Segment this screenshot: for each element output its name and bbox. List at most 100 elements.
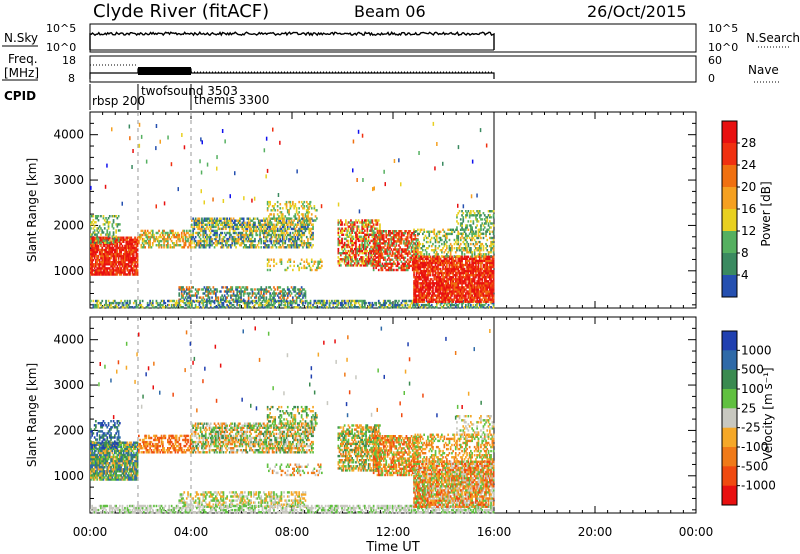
data-cell <box>107 248 110 252</box>
data-cell <box>454 278 457 281</box>
data-cell <box>227 219 230 222</box>
data-cell <box>247 303 250 307</box>
data-cell <box>236 299 239 303</box>
data-cell <box>300 301 303 305</box>
data-cell <box>461 276 463 279</box>
data-cell <box>305 244 308 247</box>
data-cell <box>119 265 121 268</box>
data-cell <box>304 296 307 299</box>
data-cell <box>101 267 104 270</box>
data-cell <box>232 303 235 307</box>
data-cell <box>188 292 191 295</box>
data-cell <box>217 225 220 229</box>
data-cell <box>430 290 433 293</box>
data-cell <box>269 292 271 295</box>
data-cell <box>418 296 420 299</box>
data-cell <box>204 239 207 243</box>
data-cell <box>286 294 289 297</box>
data-cell <box>461 306 463 309</box>
data-cell <box>483 303 486 307</box>
data-cell <box>428 282 431 285</box>
data-cell <box>448 263 451 267</box>
data-cell <box>439 301 442 305</box>
data-cell <box>395 232 398 235</box>
data-cell <box>453 261 456 265</box>
data-cell <box>93 263 96 266</box>
data-cell <box>131 259 134 262</box>
data-cell <box>268 225 270 229</box>
data-cell <box>106 269 109 272</box>
data-cell <box>269 264 271 268</box>
data-cell <box>225 290 227 293</box>
data-cell <box>203 244 206 247</box>
data-cell <box>263 229 265 233</box>
data-cell <box>437 263 439 267</box>
data-cell <box>382 236 385 239</box>
data-cell <box>453 294 456 297</box>
data-cell <box>307 301 309 305</box>
data-cell <box>251 231 254 235</box>
data-cell <box>380 230 383 233</box>
data-cell <box>107 267 110 270</box>
data-cell <box>197 227 199 231</box>
data-cell <box>442 282 444 285</box>
data-cell <box>418 267 420 271</box>
data-cell <box>245 225 247 229</box>
data-cell <box>175 303 178 307</box>
data-cell <box>452 300 454 303</box>
data-cell <box>110 273 112 276</box>
data-cell <box>461 284 463 287</box>
data-cell <box>429 257 432 260</box>
data-cell <box>420 290 423 293</box>
data-cell <box>371 231 374 234</box>
data-cell <box>444 290 447 293</box>
data-cell <box>298 294 300 297</box>
data-cell <box>389 303 391 307</box>
data-cell <box>302 294 304 297</box>
data-cell <box>151 229 154 233</box>
data-cell <box>285 205 288 208</box>
data-cell <box>408 260 410 263</box>
data-cell <box>270 294 273 297</box>
data-cell <box>308 306 311 309</box>
data-cell <box>270 223 273 226</box>
data-cell <box>146 303 149 307</box>
data-cell <box>393 242 395 245</box>
data-cell <box>374 244 376 247</box>
data-cell <box>308 221 311 224</box>
data-cell <box>143 237 145 241</box>
data-cell <box>119 229 121 232</box>
data-cell <box>285 217 288 220</box>
data-cell <box>208 237 211 241</box>
data-cell <box>385 264 388 268</box>
data-cell <box>398 306 400 309</box>
data-cell <box>129 261 131 264</box>
data-cell <box>486 306 489 309</box>
data-cell <box>435 265 438 269</box>
data-cell <box>361 221 364 224</box>
data-cell <box>172 299 174 303</box>
data-cell <box>377 299 380 303</box>
data-cell <box>211 299 213 303</box>
data-cell <box>364 249 366 253</box>
data-cell <box>106 267 109 270</box>
data-cell <box>444 267 447 271</box>
data-cell <box>256 292 259 295</box>
data-cell <box>366 243 369 247</box>
data-cell <box>439 303 442 307</box>
data-cell <box>362 239 365 243</box>
data-cell <box>131 261 134 264</box>
data-cell <box>266 225 269 229</box>
data-cell <box>347 235 350 238</box>
data-cell <box>290 223 293 226</box>
data-cell <box>98 265 101 268</box>
data-cell <box>356 249 359 253</box>
data-cell <box>381 268 384 272</box>
data-cell <box>452 288 454 291</box>
data-cell <box>448 271 451 275</box>
data-cell <box>246 286 249 289</box>
data-cell <box>129 248 131 252</box>
data-cell <box>381 248 384 251</box>
data-cell <box>199 296 202 299</box>
data-cell <box>283 235 285 239</box>
